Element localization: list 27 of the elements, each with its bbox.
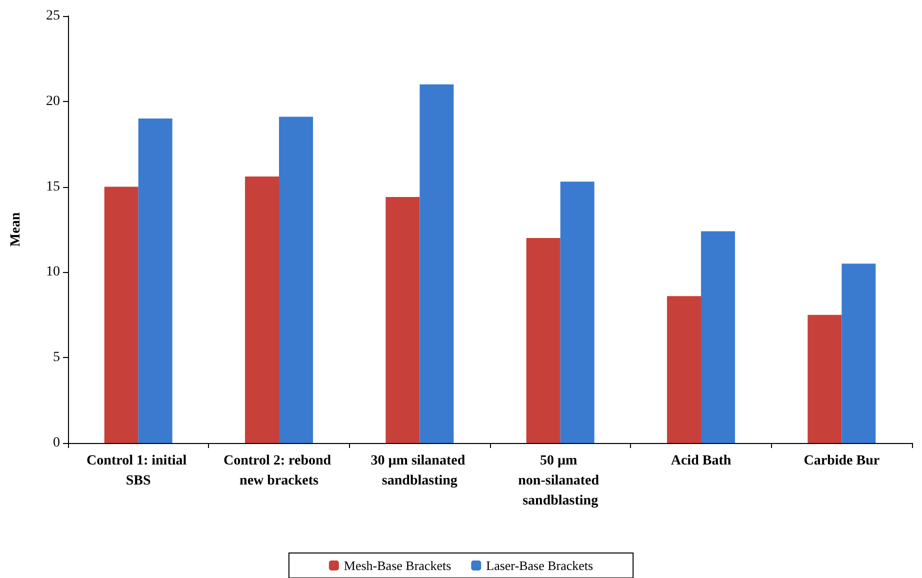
- y-tick-label: 25: [46, 8, 60, 24]
- legend-label: Laser-Base Brackets: [486, 558, 594, 573]
- bar: [526, 238, 560, 443]
- bar: [279, 116, 313, 443]
- bar: [701, 231, 735, 443]
- bar: [842, 264, 876, 443]
- x-tick-label: 30 µm silanated sandblasting: [370, 454, 469, 488]
- y-tick-label: 5: [53, 350, 60, 366]
- bar: [104, 186, 138, 443]
- bar: [245, 176, 279, 443]
- y-tick-label: 10: [46, 264, 60, 280]
- bar: [808, 314, 842, 443]
- y-tick-label: 15: [46, 179, 60, 194]
- y-tick-label: 20: [46, 94, 60, 109]
- y-tick-label: 0: [53, 436, 60, 450]
- y-axis-title: Mean: [8, 212, 24, 247]
- x-tick-label: Acid Bath: [670, 454, 732, 468]
- bar: [667, 296, 701, 443]
- legend-label: Mesh-Base Brackets: [344, 558, 452, 573]
- x-tick-label: Control 1: initial SBS: [86, 454, 190, 488]
- x-tick-label: 50 µm non-silanated sandblasting: [518, 454, 603, 508]
- bar: [386, 197, 420, 443]
- x-tick-label: Carbide Bur: [804, 454, 880, 468]
- bar: [420, 84, 454, 443]
- bar: [560, 182, 594, 443]
- bar: [138, 118, 172, 443]
- x-tick-label: Control 2: rebond new brackets: [223, 454, 335, 488]
